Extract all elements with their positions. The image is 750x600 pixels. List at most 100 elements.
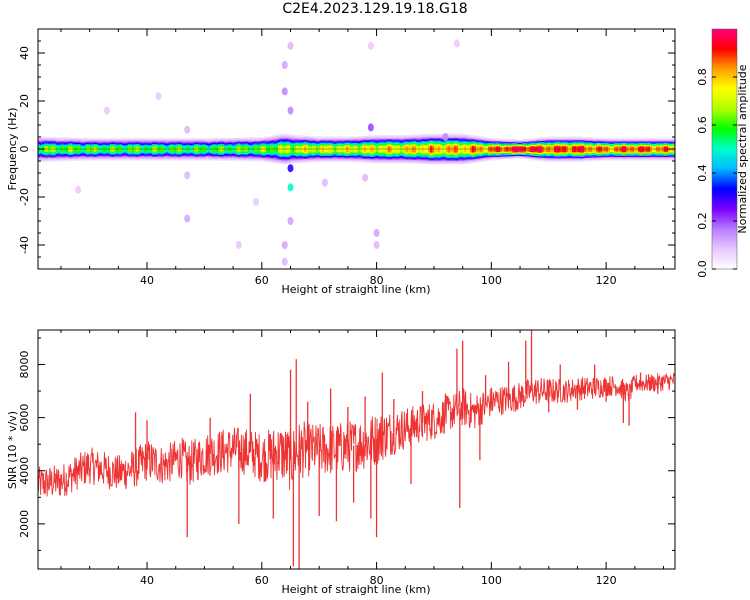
spectrogram-cell	[422, 146, 425, 149]
spectrogram-cell	[172, 155, 175, 158]
spectrogram-cell	[278, 162, 281, 164]
spectrogram-cell	[438, 143, 441, 146]
spectrogram-cell	[216, 157, 219, 159]
spectrogram-cell	[402, 135, 405, 137]
spectrogram-cell	[248, 157, 251, 159]
spectrogram-cell	[158, 154, 161, 156]
spectrogram-cell	[80, 157, 83, 159]
spectrogram-cell	[82, 141, 85, 143]
spectrogram-cell	[154, 153, 157, 155]
spectrogram-cell	[296, 146, 299, 148]
spectrogram-cell	[148, 141, 151, 143]
spectrogram-cell	[166, 137, 169, 140]
spectrogram-cell	[160, 141, 163, 143]
spectrogram-cell	[474, 140, 477, 143]
spectrogram-cell	[434, 137, 437, 140]
spectrogram-cell	[376, 143, 379, 146]
spectrogram-cell	[482, 137, 485, 139]
spectrogram-cell	[420, 156, 423, 158]
spectrogram-cell	[358, 140, 361, 142]
spectrogram-cell	[222, 141, 225, 143]
spectrogram-cell	[200, 159, 203, 161]
spectrogram-cell	[218, 154, 221, 157]
spectrogram-cell	[354, 146, 357, 148]
spectrogram-cell	[290, 148, 293, 151]
spectrogram-cell	[162, 147, 165, 149]
spectrogram-cell	[96, 149, 99, 152]
spectrogram-cell	[124, 153, 127, 155]
spectrogram-cell	[286, 137, 289, 139]
spectrogram-cell	[346, 143, 349, 146]
spectrogram-cell	[168, 159, 171, 161]
spectrogram-cell	[484, 138, 487, 140]
spectrogram-cell	[402, 156, 405, 159]
spectrogram-cell	[252, 138, 255, 140]
spectrogram-cell	[488, 159, 491, 161]
spectrogram-cell	[450, 138, 453, 141]
spectrogram-cell	[436, 159, 439, 161]
spectrogram-cell	[330, 154, 333, 156]
spectrogram-cell	[496, 139, 499, 142]
spectrogram-cell	[110, 140, 113, 142]
spectrogram-cell	[240, 153, 243, 156]
spectrogram-cell	[78, 141, 81, 143]
spectrogram-cell	[510, 145, 513, 147]
spectrogram-cell	[56, 156, 59, 158]
spectrogram-cell	[292, 153, 295, 155]
spectrogram-cell	[308, 142, 311, 145]
spectrogram-cell	[250, 152, 253, 155]
spectrogram-cell	[288, 138, 291, 140]
spectrogram-cell	[480, 141, 483, 143]
spectrogram-cell	[368, 160, 371, 162]
spectrogram-cell	[432, 146, 435, 148]
spectrogram-cell	[92, 147, 95, 149]
spectrogram-cell	[104, 152, 107, 154]
spectrogram-cell	[422, 158, 425, 161]
spectrogram-cell	[38, 144, 41, 147]
spectrogram-cell	[356, 148, 359, 151]
spectrogram-cell	[254, 144, 257, 146]
spectrogram-cell	[126, 152, 129, 154]
spectrogram-cell	[378, 143, 381, 146]
spectrogram-cell	[132, 143, 135, 146]
spectrogram-cell	[448, 162, 451, 165]
spectrogram-cell	[338, 150, 341, 153]
spectrogram-cell	[344, 150, 347, 153]
spectrogram-cell	[410, 139, 413, 141]
spectrogram-cell	[246, 159, 249, 162]
spectrogram-cell	[200, 152, 203, 154]
spectrogram-cell	[198, 158, 201, 160]
spectrogram-cell	[236, 139, 239, 141]
spectrogram-cell	[426, 136, 429, 138]
spectrogram-cell	[102, 141, 105, 143]
spectrogram-cell	[62, 156, 65, 158]
spectrogram-cell	[44, 145, 47, 148]
spectrogram-cell	[470, 141, 473, 143]
spectrogram-cell	[180, 138, 183, 141]
spectrogram-cell	[182, 140, 185, 142]
spectrogram-cell	[172, 154, 175, 156]
spectrogram-cell	[40, 139, 43, 142]
spectrogram-cell	[410, 155, 413, 158]
spectrogram-cell	[88, 153, 91, 155]
spectrogram-cell	[322, 142, 325, 144]
spectrogram-cell	[252, 149, 255, 151]
spectrogram-cell	[184, 154, 187, 156]
spectrogram-cell	[60, 144, 63, 146]
spectrogram-cell	[454, 158, 457, 160]
spectrogram-cell	[136, 146, 139, 148]
spectrogram-cell	[312, 140, 315, 142]
spectrogram-cell	[416, 142, 419, 145]
spectrogram-cell	[346, 152, 349, 154]
spectrogram-cell	[232, 146, 235, 148]
spectrogram-cell	[200, 154, 203, 156]
spectrogram-cell	[68, 157, 71, 159]
spectrogram-cell	[260, 150, 263, 152]
spectrogram-cell	[40, 141, 43, 143]
spectrogram-cell	[330, 137, 333, 140]
spectrogram-cell	[44, 137, 47, 139]
spectrogram-cell	[436, 136, 439, 138]
spectrogram-cell	[258, 155, 261, 157]
spectrogram-cell	[368, 146, 371, 149]
spectrogram-cell	[430, 156, 433, 159]
